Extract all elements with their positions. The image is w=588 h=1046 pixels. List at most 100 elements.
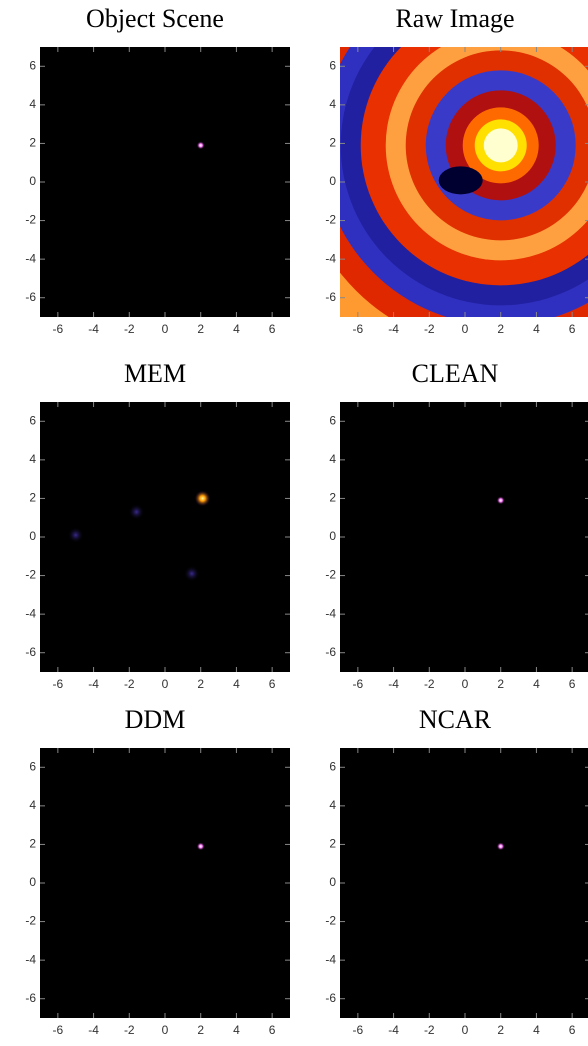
x-tick-label: 2: [497, 322, 504, 336]
dark-blob: [438, 166, 483, 195]
x-tick-label: -2: [424, 322, 435, 336]
y-tick-label: -6: [25, 645, 36, 659]
x-tick-label: -6: [353, 1023, 364, 1037]
source: [496, 496, 505, 505]
y-tick-label: 2: [329, 136, 336, 150]
image: [67, 490, 211, 582]
x-tick-label: 6: [269, 1023, 276, 1037]
x-tick-label: -4: [88, 677, 99, 691]
x-tick-label: 0: [162, 1023, 169, 1037]
panel-title: Raw Image: [395, 4, 514, 33]
panel-title: Object Scene: [86, 4, 224, 33]
x-tick-label: 0: [462, 322, 469, 336]
x-tick-label: 6: [569, 322, 576, 336]
y-tick-label: 4: [329, 452, 336, 466]
y-tick-label: -6: [325, 645, 336, 659]
x-tick-label: -2: [124, 1023, 135, 1037]
x-tick-label: 6: [569, 1023, 576, 1037]
y-tick-label: 0: [329, 529, 336, 543]
x-tick-label: 6: [569, 677, 576, 691]
y-tick-label: 2: [329, 491, 336, 505]
plot-area: [340, 402, 588, 672]
x-tick-label: -4: [88, 1023, 99, 1037]
y-tick-label: -6: [325, 991, 336, 1005]
x-tick-label: 4: [533, 1023, 540, 1037]
x-tick-label: -4: [388, 322, 399, 336]
y-tick-label: 4: [329, 97, 336, 111]
y-tick-label: -4: [25, 251, 36, 265]
x-tick-label: -4: [388, 1023, 399, 1037]
y-tick-label: -6: [25, 290, 36, 304]
y-tick-label: 4: [29, 452, 36, 466]
y-tick-label: 0: [29, 529, 36, 543]
x-tick-label: 2: [197, 322, 204, 336]
panel: NCAR -6 -4 -2 0 2 4 6 -6 -4 -2 0 2 4 6: [325, 705, 588, 1037]
y-tick-label: -4: [25, 952, 36, 966]
x-tick-label: 4: [533, 322, 540, 336]
panel-title: DDM: [125, 705, 186, 734]
y-tick-label: 4: [29, 97, 36, 111]
x-tick-label: -2: [424, 1023, 435, 1037]
x-tick-label: -6: [53, 1023, 64, 1037]
x-tick-label: -4: [88, 322, 99, 336]
x-tick-label: -6: [53, 322, 64, 336]
y-tick-label: 6: [29, 759, 36, 773]
x-tick-label: -2: [424, 677, 435, 691]
y-tick-label: 6: [329, 759, 336, 773]
panel: CLEAN -6 -4 -2 0 2 4 6 -6 -4 -2 0 2 4 6: [325, 359, 588, 691]
x-tick-label: -4: [388, 677, 399, 691]
x-tick-label: 2: [497, 677, 504, 691]
y-tick-label: 0: [329, 174, 336, 188]
panel-title: CLEAN: [412, 359, 499, 388]
panel-title: MEM: [124, 359, 186, 388]
y-tick-label: 6: [29, 58, 36, 72]
y-tick-label: 0: [29, 174, 36, 188]
source: [183, 565, 200, 582]
source: [196, 141, 205, 150]
y-tick-label: 2: [29, 136, 36, 150]
y-tick-label: -6: [325, 290, 336, 304]
y-tick-label: -6: [25, 991, 36, 1005]
x-tick-label: 4: [533, 677, 540, 691]
y-tick-label: -4: [325, 251, 336, 265]
y-tick-label: -2: [25, 213, 36, 227]
panel: DDM -6 -4 -2 0 2 4 6 -6 -4 -2 0 2 4 6: [25, 705, 290, 1037]
x-tick-label: 0: [462, 677, 469, 691]
x-tick-label: 4: [233, 677, 240, 691]
ring: [483, 128, 518, 163]
y-tick-label: 4: [329, 798, 336, 812]
image: [496, 496, 505, 505]
image: [196, 842, 205, 851]
x-tick-label: 4: [233, 1023, 240, 1037]
y-tick-label: -2: [25, 914, 36, 928]
source: [496, 842, 505, 851]
y-tick-label: -4: [325, 606, 336, 620]
x-tick-label: -6: [53, 677, 64, 691]
panel: Object Scene -6 -4 -2 0 2 4 6 -6 -4 -2 0 2 4 6: [25, 4, 290, 336]
y-tick-label: -2: [325, 568, 336, 582]
plot-area: [40, 47, 290, 317]
x-tick-label: -2: [124, 677, 135, 691]
x-tick-label: 0: [162, 322, 169, 336]
x-tick-label: 6: [269, 677, 276, 691]
source: [67, 527, 84, 544]
source: [128, 503, 145, 520]
y-tick-label: -4: [325, 952, 336, 966]
x-tick-label: 4: [233, 322, 240, 336]
x-tick-label: 2: [197, 1023, 204, 1037]
image: [196, 141, 205, 150]
y-tick-label: 2: [329, 837, 336, 851]
panel-title: NCAR: [419, 705, 492, 734]
panel: MEM -6 -4 -2 0 2 4 6 -6 -4 -2 0 2 4 6: [25, 359, 290, 691]
y-tick-label: -2: [325, 914, 336, 928]
y-tick-label: 6: [329, 58, 336, 72]
source: [196, 842, 205, 851]
panel: Raw Image -6 -4 -2 0 2 4 6 -6 -4 -2 0 2 4 6: [325, 4, 588, 336]
x-tick-label: -6: [353, 677, 364, 691]
x-tick-label: 0: [162, 677, 169, 691]
y-tick-label: -4: [25, 606, 36, 620]
plot-area: [340, 748, 588, 1018]
x-tick-label: 0: [462, 1023, 469, 1037]
plot-area: [40, 748, 290, 1018]
